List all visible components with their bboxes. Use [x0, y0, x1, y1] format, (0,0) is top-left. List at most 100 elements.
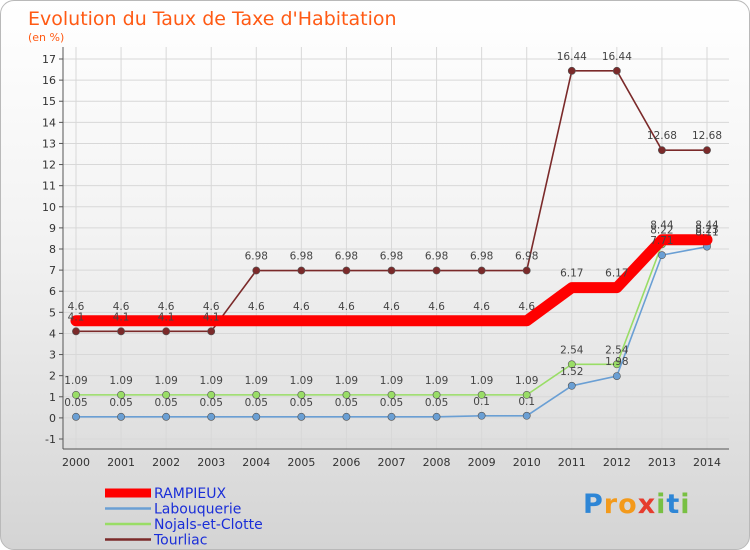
y-tick-label: 7	[49, 264, 56, 277]
data-point	[207, 327, 216, 336]
data-label: 12.68	[692, 130, 722, 142]
data-point	[207, 390, 216, 399]
x-tick-label: 2009	[468, 456, 496, 469]
data-label: 4.6	[113, 301, 130, 313]
data-point	[252, 390, 261, 399]
data-label: 6.98	[470, 251, 493, 263]
x-tick-label: 2002	[152, 456, 180, 469]
data-point	[477, 411, 486, 420]
data-label: 7.71	[650, 235, 673, 247]
data-point	[297, 412, 306, 421]
data-point	[207, 412, 216, 421]
data-label: 8.44	[695, 220, 719, 232]
logo-letter: t	[666, 489, 681, 520]
data-label: 0.05	[109, 397, 132, 409]
data-label: 8.44	[650, 220, 674, 232]
data-point	[116, 316, 126, 326]
x-tick-label: 2011	[558, 456, 586, 469]
data-point	[477, 266, 486, 275]
x-tick-label: 2005	[287, 456, 315, 469]
data-point	[387, 412, 396, 421]
y-tick-label: 9	[49, 222, 56, 235]
data-point	[162, 412, 171, 421]
data-label: 4.6	[68, 301, 85, 313]
data-point	[432, 266, 441, 275]
y-tick-label: 13	[42, 137, 56, 150]
data-point	[522, 390, 531, 399]
logo-letter: i	[680, 489, 691, 520]
data-label: 4.6	[473, 301, 490, 313]
x-tick-label: 2003	[197, 456, 225, 469]
data-point	[658, 146, 666, 155]
x-tick-label: 2004	[242, 456, 270, 469]
data-point	[342, 390, 351, 399]
y-tick-label: 5	[49, 306, 56, 319]
data-point	[387, 316, 396, 326]
data-label: 4.6	[383, 301, 400, 313]
data-point	[296, 316, 306, 326]
data-point	[252, 412, 261, 421]
data-label: 6.17	[605, 268, 628, 280]
x-tick-label: 2010	[513, 456, 541, 469]
x-tick-label: 2006	[332, 456, 360, 469]
data-label: 4.1	[68, 311, 85, 323]
y-tick-label: 16	[42, 74, 56, 87]
data-label: 1.09	[64, 375, 87, 387]
data-label: 0.1	[473, 396, 490, 408]
y-tick-label: 6	[49, 285, 56, 298]
data-label: 12.68	[647, 130, 677, 142]
x-tick-label: 2007	[378, 456, 406, 469]
x-tick-label: 2014	[693, 456, 721, 469]
legend-label: Labouquerie	[154, 502, 241, 518]
data-point	[612, 66, 621, 75]
logo-letter: i	[656, 489, 667, 520]
series-layer	[70, 66, 713, 421]
data-point	[162, 327, 171, 336]
data-point	[297, 390, 306, 399]
data-label: 4.6	[518, 301, 535, 313]
data-point	[522, 266, 531, 275]
data-point	[71, 316, 81, 326]
data-label: 2.54	[560, 344, 584, 356]
data-label: 4.1	[203, 311, 220, 323]
logo-letter: o	[618, 489, 638, 520]
y-tick-label: 15	[42, 95, 56, 108]
data-label: 6.98	[425, 251, 448, 263]
data-point	[477, 390, 486, 399]
data-point	[567, 283, 577, 293]
data-label: 0.05	[335, 397, 358, 409]
y-tick-label: 1	[49, 391, 56, 404]
legend-label: Tourliac	[153, 533, 207, 549]
data-label: 4.6	[338, 301, 355, 313]
data-label: 1.09	[470, 375, 493, 387]
legend: RAMPIEUXLabouquerieNojals-et-ClotteTourl…	[105, 486, 263, 549]
data-label: 0.05	[64, 397, 87, 409]
logo-letter: P	[583, 489, 604, 520]
grid	[63, 47, 729, 449]
data-label: 1.09	[245, 375, 268, 387]
data-label: 4.1	[158, 311, 175, 323]
data-label: 1.09	[425, 375, 448, 387]
data-label: 0.05	[200, 397, 223, 409]
data-label: 0.05	[425, 397, 448, 409]
data-label: 0.1	[518, 396, 535, 408]
data-point	[297, 266, 306, 275]
data-label: 4.6	[203, 301, 220, 313]
y-tick-label: 10	[42, 201, 56, 214]
data-label: 1.09	[335, 375, 358, 387]
y-tick-label: 4	[49, 327, 56, 340]
y-tick-label: 0	[49, 412, 56, 425]
data-label: 6.98	[515, 251, 538, 263]
data-label: 4.6	[428, 301, 445, 313]
data-point	[477, 316, 487, 326]
chart-title: Evolution du Taux de Taxe d'Habitation	[28, 8, 397, 30]
data-point	[522, 316, 532, 326]
data-label: 8.11	[695, 227, 718, 239]
data-point	[72, 390, 80, 399]
data-label: 1.09	[515, 375, 538, 387]
data-point	[432, 412, 441, 421]
data-label: 0.05	[380, 397, 403, 409]
